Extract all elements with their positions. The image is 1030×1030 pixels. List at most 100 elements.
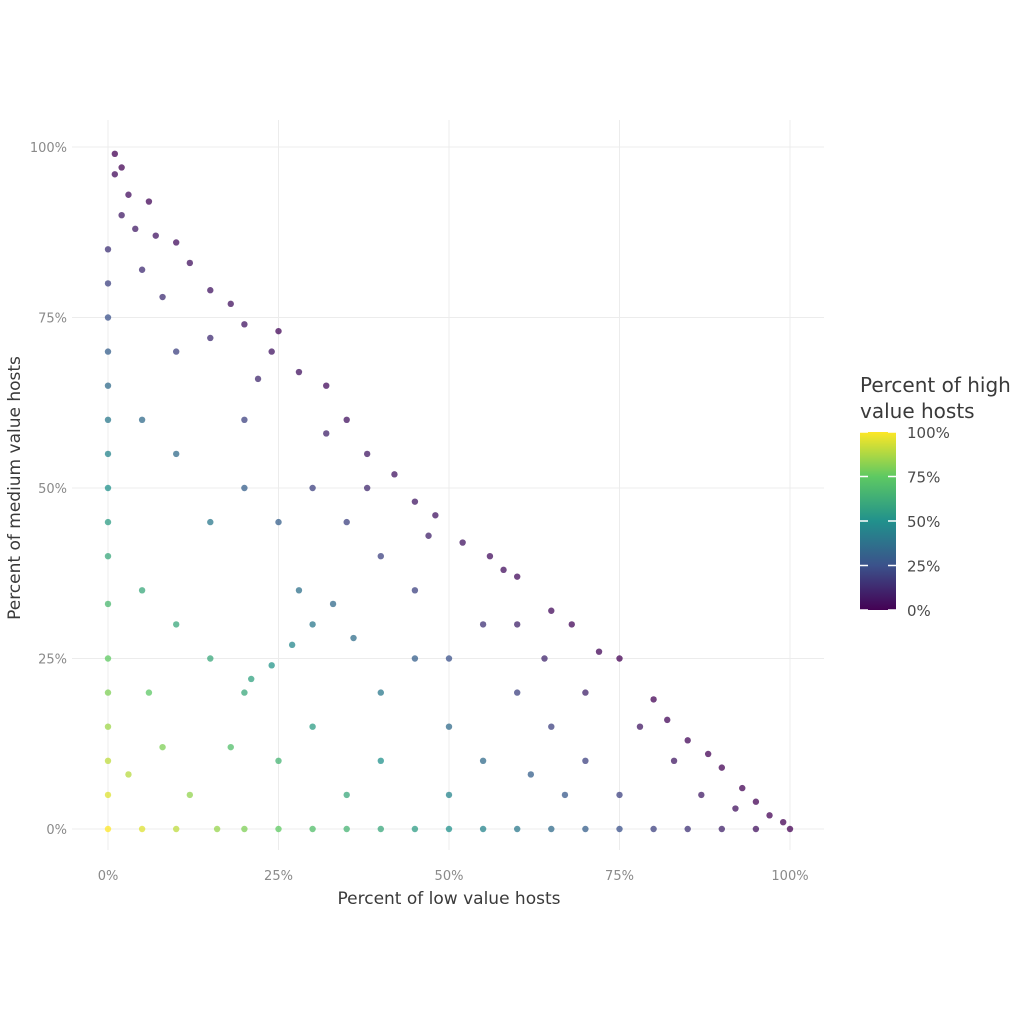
data-point — [779, 818, 787, 826]
data-point — [500, 566, 507, 574]
data-point — [309, 621, 316, 628]
data-point — [309, 723, 316, 730]
x-axis-ticks: 0% 25% 50% 75% 100% — [98, 869, 809, 884]
gridlines — [72, 120, 824, 850]
data-point — [207, 518, 214, 526]
legend-ticks: 100% 75% 50% 25% 0% — [860, 424, 950, 620]
y-tick-label: 75% — [38, 312, 67, 327]
data-point — [173, 239, 180, 246]
data-point — [111, 150, 119, 158]
data-point — [664, 716, 671, 724]
data-point — [548, 607, 555, 614]
legend-title-line-2: value hosts — [860, 399, 975, 423]
data-point — [445, 723, 453, 730]
data-point — [514, 573, 521, 580]
data-point — [268, 348, 275, 355]
data-point — [309, 484, 316, 492]
data-point — [718, 764, 725, 771]
data-point — [104, 416, 112, 423]
data-point — [548, 723, 555, 730]
data-point — [104, 723, 112, 730]
data-point — [343, 518, 350, 526]
data-point — [268, 662, 275, 669]
data-point — [138, 825, 146, 833]
legend-label: 0% — [907, 602, 931, 620]
x-axis-title: Percent of low value hosts — [338, 889, 561, 909]
data-point — [104, 450, 112, 458]
legend-label: 25% — [907, 558, 940, 576]
data-point — [104, 382, 112, 389]
data-point — [486, 553, 494, 560]
data-point — [173, 450, 180, 458]
y-axis-ticks: 0% 25% 50% 75% 100% — [30, 141, 67, 838]
data-point — [479, 825, 487, 833]
data-point — [514, 825, 521, 833]
data-point — [104, 314, 112, 321]
x-tick-label: 50% — [435, 869, 464, 884]
data-point — [363, 484, 371, 492]
data-point — [295, 587, 303, 594]
y-tick-label: 50% — [38, 482, 67, 497]
data-point — [684, 825, 691, 833]
data-point — [650, 825, 657, 833]
data-point — [350, 634, 357, 642]
data-point — [241, 825, 248, 833]
data-point — [616, 655, 623, 662]
data-point — [377, 553, 384, 560]
data-point — [275, 757, 282, 764]
data-point — [241, 416, 248, 423]
x-tick-label: 100% — [771, 869, 808, 884]
data-point — [766, 812, 773, 819]
data-point — [159, 743, 166, 751]
data-point — [718, 825, 725, 833]
data-point — [118, 164, 125, 171]
data-point — [411, 498, 419, 505]
data-point — [309, 825, 316, 833]
data-point — [377, 757, 384, 764]
data-point — [732, 805, 739, 812]
data-point — [527, 771, 535, 778]
data-point — [275, 825, 282, 833]
data-point — [514, 621, 521, 628]
data-point — [568, 621, 575, 628]
data-point — [186, 259, 194, 267]
data-point — [288, 641, 296, 649]
data-point — [207, 655, 214, 662]
data-point — [138, 266, 146, 273]
x-tick-label: 25% — [264, 869, 293, 884]
data-point — [125, 191, 132, 198]
data-point — [411, 587, 419, 594]
data-point — [323, 430, 330, 437]
data-point — [104, 484, 112, 492]
data-point — [275, 327, 282, 335]
data-point — [104, 757, 112, 764]
data-point — [377, 689, 384, 696]
data-point — [227, 743, 234, 751]
data-point — [616, 825, 623, 833]
data-point — [445, 791, 453, 799]
data-point — [295, 368, 303, 376]
data-point — [752, 798, 760, 805]
data-point — [138, 587, 146, 594]
legend-label: 75% — [907, 469, 940, 487]
data-point — [173, 621, 180, 628]
data-point — [363, 450, 371, 458]
data-point — [432, 512, 439, 519]
data-point — [479, 757, 487, 764]
legend-title-line-1: Percent of high — [860, 373, 1011, 397]
data-point — [411, 825, 419, 833]
data-point — [684, 737, 691, 744]
y-tick-label: 25% — [38, 653, 67, 668]
data-point — [145, 689, 153, 696]
data-point — [595, 648, 603, 655]
data-point — [104, 280, 112, 287]
x-tick-label: 75% — [605, 869, 634, 884]
data-point — [561, 791, 569, 799]
legend-label: 100% — [907, 424, 950, 442]
data-points — [104, 150, 794, 833]
data-point — [111, 171, 119, 178]
data-point — [241, 321, 248, 328]
data-point — [207, 287, 214, 294]
y-tick-label: 0% — [46, 823, 67, 838]
data-point — [186, 791, 194, 799]
